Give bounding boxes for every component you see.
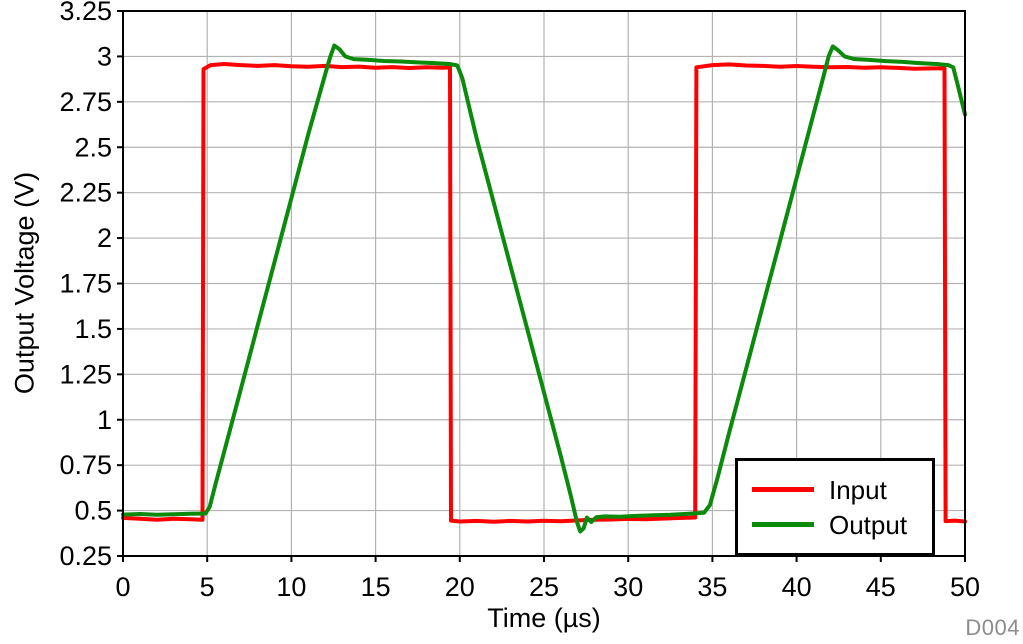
x-tick-label: 15: [361, 572, 391, 602]
x-tick-label: 40: [782, 572, 812, 602]
legend: Input Output: [735, 458, 935, 556]
y-tick-label: 1.5: [74, 314, 112, 344]
x-tick-label: 45: [866, 572, 896, 602]
x-tick-label: 50: [950, 572, 980, 602]
x-tick-label: 30: [613, 572, 643, 602]
y-tick-label: 1: [97, 405, 112, 435]
x-tick-label: 35: [697, 572, 727, 602]
x-tick-label: 20: [445, 572, 475, 602]
legend-label-output: Output: [829, 509, 908, 540]
y-tick-label: 2.25: [59, 178, 112, 208]
output-line-swatch: [752, 522, 814, 527]
x-tick-label: 0: [115, 572, 130, 602]
y-axis-title: Output Voltage (V): [9, 171, 40, 395]
input-trace: [121, 62, 967, 524]
legend-item-input: Input: [752, 477, 932, 503]
y-tick-label: 0.5: [74, 496, 112, 526]
y-tick-label: 1.75: [59, 269, 112, 299]
y-tick-label: 0.75: [59, 450, 112, 480]
y-tick-label: 3.25: [59, 0, 112, 26]
x-tick-label: 25: [529, 572, 559, 602]
legend-label-input: Input: [829, 474, 887, 505]
y-tick-label: 1.25: [59, 359, 112, 389]
legend-item-output: Output: [752, 512, 932, 538]
output-trace: [121, 43, 967, 534]
input-line-swatch: [752, 487, 814, 492]
figure-id: D004: [965, 615, 1020, 640]
x-tick-label: 5: [200, 572, 215, 602]
x-tick-label: 10: [276, 572, 306, 602]
y-tick-label: 0.25: [59, 541, 112, 571]
y-tick-label: 2.5: [74, 132, 112, 162]
x-axis-title: Time (µs): [487, 603, 601, 633]
plot-frame: [122, 10, 966, 557]
y-tick-label: 3: [97, 41, 112, 71]
y-tick-label: 2.75: [59, 87, 112, 117]
y-tick-label: 2: [97, 223, 112, 253]
